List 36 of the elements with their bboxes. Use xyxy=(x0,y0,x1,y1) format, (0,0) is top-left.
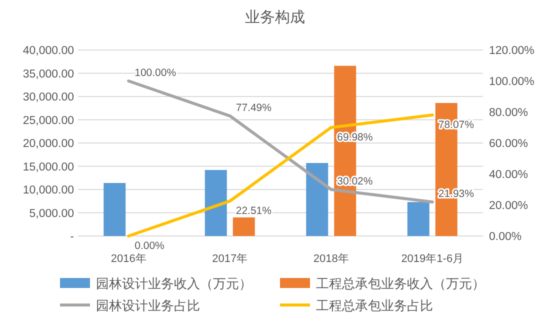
data-label: 100.00% xyxy=(134,67,176,79)
data-label: 22.51% xyxy=(236,205,272,218)
y-tick-label: 35,000.00 xyxy=(22,68,74,80)
bar xyxy=(407,202,430,236)
legend-label: 园林设计业务收入（万元） xyxy=(96,276,252,291)
y2-tick-label: 120.00% xyxy=(489,45,534,57)
data-label: 0.00% xyxy=(134,240,164,252)
y2-tick-label: 80.00% xyxy=(489,107,528,119)
data-label: 77.49% xyxy=(236,102,272,114)
y2-tick-label: 40.00% xyxy=(489,169,528,181)
y2-tick-label: 100.00% xyxy=(489,76,534,88)
y-tick-label: 10,000.00 xyxy=(22,184,74,196)
line-series xyxy=(127,80,434,204)
y2-tick-label: 0.00% xyxy=(489,231,522,243)
y2-tick-label: 20.00% xyxy=(489,200,528,212)
legend-label: 园林设计业务占比 xyxy=(96,298,200,313)
x-tick-label: 2018年 xyxy=(313,253,349,265)
legend-label: 工程总承包业务占比 xyxy=(316,298,433,313)
y2-tick-label: 60.00% xyxy=(489,138,528,150)
bar xyxy=(306,162,328,236)
y-tick-label: 25,000.00 xyxy=(22,114,74,127)
y-tick-label: 5,000.00 xyxy=(29,208,74,220)
y-tick-label: 20,000.00 xyxy=(22,138,74,150)
bar xyxy=(204,170,227,236)
legend-label: 工程总承包业务收入（万元） xyxy=(316,276,485,291)
x-tick-label: 2017年 xyxy=(212,253,248,265)
bar xyxy=(104,182,126,236)
y-tick-label: 40,000.00 xyxy=(22,45,74,57)
y-tick-label: 30,000.00 xyxy=(22,92,74,104)
bar xyxy=(232,217,255,236)
y-tick-label: 15,000.00 xyxy=(22,161,74,174)
title: 业务构成 xyxy=(245,9,305,26)
x-tick-label: 2016年 xyxy=(110,253,146,265)
line-series xyxy=(127,114,434,238)
x-tick-label: 2019年1-6月 xyxy=(401,253,464,265)
y-tick-label: - xyxy=(70,231,74,243)
